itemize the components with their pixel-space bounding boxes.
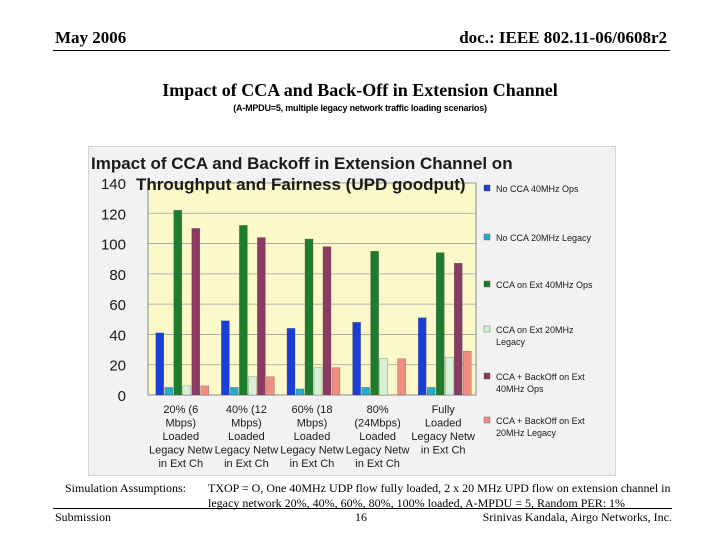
- legend-label-5-0: CCA + BackOff on Ext: [496, 416, 585, 426]
- bar-s0-c1: [221, 320, 230, 396]
- bar-s3-c2: [313, 367, 323, 396]
- bar-s4-c0: [191, 228, 200, 396]
- x-category-4-line-2: Legacy Netw: [411, 431, 475, 443]
- legend-label-5-1: 20MHz Legacy: [496, 428, 557, 438]
- legend-label-2-0: CCA on Ext 40MHz Ops: [496, 280, 593, 290]
- legend-swatch-2: [483, 280, 491, 288]
- slide-title: Impact of CCA and Back-Off in Extension …: [162, 80, 558, 100]
- bar-s1-c4: [427, 387, 436, 396]
- chart: 0 20 40 60 80 100 120 140 20% (6 Mbps) Loaded Legac…: [88, 146, 616, 476]
- legend-swatch-4: [483, 372, 491, 380]
- legend-label-4-1: 40MHz Ops: [496, 384, 544, 394]
- y-tick-label-80: 80: [109, 267, 126, 284]
- x-category-4-line-0: Fully: [432, 404, 456, 416]
- y-tick-label-60: 60: [109, 297, 126, 314]
- bar-s3-c3: [379, 358, 388, 396]
- chart-title-line-1: Throughput and Fairness (UPD goodput): [136, 175, 466, 194]
- bar-s3-c0: [182, 385, 191, 396]
- x-category-2-line-1: Mbps): [297, 418, 328, 430]
- slide-subtitle: (A-MPDU=5, multiple legacy network traff…: [233, 103, 487, 113]
- bar-s2-c2: [304, 238, 314, 396]
- legend-swatch-5: [483, 416, 491, 424]
- bar-s5-c1: [266, 376, 275, 396]
- x-category-3-line-3: Legacy Netw: [346, 445, 410, 457]
- x-category-1-line-0: 40% (12: [226, 404, 267, 416]
- bar-s3-c1: [248, 376, 257, 396]
- bar-s0-c2: [286, 328, 296, 396]
- footer-author: Srinivas Kandala, Airgo Networks, Inc.: [482, 510, 672, 524]
- bar-s2-c0: [173, 210, 182, 396]
- bar-s0-c4: [418, 317, 427, 396]
- y-tick-label-140: 140: [101, 176, 126, 193]
- bar-s2-c3: [370, 250, 379, 396]
- bar-s2-c1: [239, 225, 248, 396]
- bar-s5-c4: [463, 350, 472, 396]
- bar-s1-c2: [295, 388, 305, 396]
- bar-s5-c0: [200, 385, 209, 396]
- y-tick-label-0: 0: [118, 388, 126, 405]
- legend-swatch-1: [483, 233, 491, 241]
- bar-s4-c2: [322, 246, 332, 396]
- bar-s3-c4: [445, 356, 454, 396]
- footer-submission: Submission: [55, 510, 112, 524]
- bar-s5-c3: [397, 358, 406, 396]
- bar-s4-c4: [454, 263, 463, 396]
- x-category-1-line-1: Mbps): [231, 418, 262, 430]
- x-category-1-line-4: in Ext Ch: [224, 458, 269, 470]
- x-category-0-line-2: Loaded: [162, 431, 199, 443]
- y-tick-label-20: 20: [109, 358, 126, 375]
- x-category-2-line-2: Loaded: [294, 431, 331, 443]
- legend-label-4-0: CCA + BackOff on Ext: [496, 372, 585, 382]
- x-category-4-line-3: in Ext Ch: [421, 445, 466, 457]
- x-category-2-line-3: Legacy Netw: [280, 445, 344, 457]
- legend-label-0-0: No CCA 40MHz Ops: [496, 184, 579, 194]
- simulation-assumptions-text: TXOP = O, One 40MHz UDP flow fully loade…: [208, 481, 671, 510]
- chart-title-group: Impact of CCA and Backoff in Extension C…: [91, 154, 513, 194]
- header-doc-id: doc.: IEEE 802.11-06/0608r2: [459, 28, 667, 47]
- bar-s5-c2: [331, 367, 341, 396]
- y-tick-label-100: 100: [101, 237, 126, 254]
- x-category-0-line-1: Mbps): [166, 418, 197, 430]
- x-category-3-line-0: 80%: [367, 404, 389, 416]
- header-divider: [53, 50, 670, 51]
- x-category-1-line-2: Loaded: [228, 431, 265, 443]
- bar-s2-c4: [436, 252, 445, 396]
- bar-s0-c3: [352, 322, 361, 396]
- legend-swatch-0: [483, 184, 491, 192]
- legend-label-3-0: CCA on Ext 20MHz: [496, 325, 574, 335]
- y-tick-label-120: 120: [101, 206, 126, 223]
- x-category-0-line-0: 20% (6: [163, 404, 198, 416]
- x-category-0-line-3: Legacy Netw: [149, 445, 213, 457]
- bar-s1-c1: [230, 387, 239, 396]
- x-category-0-line-4: in Ext Ch: [158, 458, 203, 470]
- x-category-4-line-1: Loaded: [425, 418, 462, 430]
- x-category-3-line-2: Loaded: [359, 431, 396, 443]
- x-category-2-line-4: in Ext Ch: [290, 458, 335, 470]
- header-date: May 2006: [55, 28, 127, 47]
- legend-label-1-0: No CCA 20MHz Legacy: [496, 233, 592, 243]
- page-number: 16: [355, 510, 367, 524]
- legend: No CCA 40MHz Ops No CCA 20MHz Legacy CCA o…: [483, 184, 593, 438]
- simulation-assumptions-label: Simulation Assumptions:: [65, 481, 187, 495]
- y-tick-label-40: 40: [109, 327, 126, 344]
- legend-label-3-1: Legacy: [496, 337, 526, 347]
- x-category-3-line-4: in Ext Ch: [355, 458, 400, 470]
- bar-s4-c1: [257, 237, 266, 396]
- legend-swatch-3: [483, 325, 491, 333]
- footer-divider: [53, 508, 672, 509]
- bar-s0-c0: [155, 332, 164, 396]
- bar-s1-c0: [164, 387, 173, 396]
- bars-group: [155, 210, 472, 396]
- chart-title-line-0: Impact of CCA and Backoff in Extension C…: [91, 154, 513, 173]
- bar-s1-c3: [361, 387, 370, 396]
- x-category-1-line-3: Legacy Netw: [215, 445, 279, 457]
- x-category-2-line-0: 60% (18: [292, 404, 333, 416]
- x-category-3-line-1: (24Mbps): [354, 418, 400, 430]
